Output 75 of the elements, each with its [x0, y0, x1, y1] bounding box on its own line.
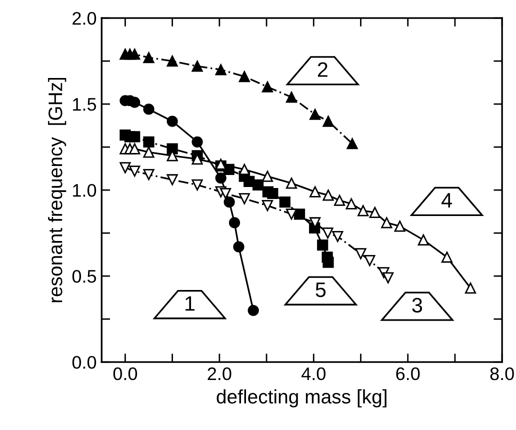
point: [286, 178, 298, 189]
annotation: 1: [186, 296, 195, 311]
point: [120, 162, 131, 174]
point: [166, 116, 178, 127]
x-tick-label: 4.0: [302, 367, 326, 380]
point: [143, 136, 154, 148]
point: [166, 143, 178, 154]
point: [322, 190, 334, 201]
point: [192, 60, 203, 72]
point: [322, 228, 334, 239]
point: [317, 240, 328, 251]
point: [252, 179, 264, 190]
point: [129, 131, 140, 142]
point: [332, 230, 344, 242]
y-tick-label: 1.0: [73, 184, 96, 197]
point: [355, 248, 366, 260]
point: [262, 200, 274, 212]
y-tick-label: 2.0: [72, 12, 96, 25]
point: [267, 188, 278, 200]
y-axis-title: resonant frequency [GHz]: [48, 78, 66, 302]
point: [192, 136, 203, 148]
point: [238, 164, 250, 175]
point: [286, 92, 298, 103]
point: [129, 96, 140, 108]
point: [418, 234, 429, 246]
point: [166, 56, 178, 67]
point: [346, 138, 358, 150]
annotation: 3: [412, 298, 422, 313]
point: [238, 193, 250, 204]
annotation: 2: [318, 62, 328, 77]
point: [129, 166, 140, 177]
point: [262, 170, 274, 182]
point: [441, 252, 453, 263]
point: [382, 272, 394, 284]
point: [192, 179, 203, 190]
point: [464, 282, 476, 294]
point: [334, 194, 346, 206]
point: [322, 256, 334, 268]
point: [220, 188, 232, 200]
point: [143, 169, 154, 180]
annotation: 4: [441, 193, 452, 208]
point: [262, 81, 274, 92]
y-tick-label: 1.5: [73, 98, 96, 111]
point: [309, 108, 321, 120]
point: [286, 208, 298, 220]
point: [224, 196, 235, 208]
x-tick-label: 8.0: [490, 367, 514, 380]
point: [143, 52, 154, 64]
point: [143, 104, 154, 115]
y-tick-label: 0.0: [72, 356, 96, 369]
point: [215, 64, 226, 76]
point: [233, 241, 244, 252]
x-axis-title: deflecting mass [kg]: [216, 389, 386, 408]
x-tick-label: 2.0: [208, 367, 232, 380]
point: [346, 198, 357, 210]
point: [394, 220, 406, 232]
x-tick-label: 0.0: [113, 367, 138, 380]
point: [369, 206, 380, 218]
point: [238, 70, 250, 82]
point: [364, 255, 376, 266]
point: [143, 146, 154, 158]
point: [129, 143, 140, 154]
point: [129, 48, 140, 60]
x-tick-label: 6.0: [396, 367, 420, 380]
point: [279, 196, 290, 208]
point: [228, 217, 240, 228]
point: [215, 172, 226, 184]
y-tick-label: 0.5: [72, 270, 96, 283]
point: [166, 174, 178, 186]
point: [322, 116, 334, 127]
point: [381, 217, 392, 228]
point: [358, 205, 369, 216]
annotation: 5: [316, 282, 326, 298]
point: [309, 186, 321, 198]
point: [248, 304, 259, 316]
